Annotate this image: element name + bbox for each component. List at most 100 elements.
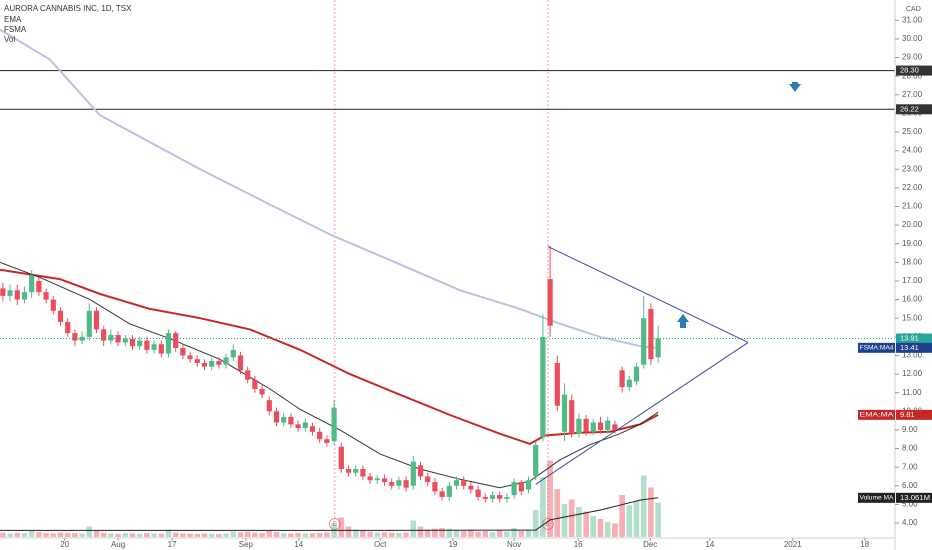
volume-bar <box>547 460 553 537</box>
candle-body <box>36 280 42 293</box>
volume-bar <box>655 502 661 537</box>
candle-body <box>381 478 388 483</box>
candle-body <box>137 340 143 347</box>
x-tick-label: Nov <box>507 540 521 549</box>
indicator-name: FSMA <box>4 25 27 34</box>
candle-body <box>245 370 251 380</box>
series-value: 13.41 <box>900 343 919 352</box>
volume-bar <box>432 528 438 537</box>
candle-body <box>266 400 272 412</box>
price-label-box <box>896 65 932 76</box>
price-label: 26.22 <box>900 104 919 113</box>
candle-body <box>389 482 395 486</box>
candle-body <box>403 480 409 488</box>
candle-body <box>43 292 49 300</box>
volume-bar <box>324 532 330 537</box>
candle-body <box>29 275 35 293</box>
candle-body <box>165 333 172 354</box>
series-name: EMA:MA <box>860 412 894 418</box>
candle-body <box>583 418 589 432</box>
volume-bar <box>468 529 474 537</box>
candle-body <box>345 469 352 473</box>
volume-bar <box>410 520 417 537</box>
price-label-box <box>896 104 932 115</box>
candle-body <box>108 334 114 341</box>
candle-body <box>511 482 517 496</box>
candle-body <box>410 461 416 486</box>
volume-bar <box>576 507 582 537</box>
y-tick-label: 7.00 <box>902 462 918 471</box>
volume-bar <box>57 532 64 537</box>
y-tick-label: 12.00 <box>902 369 923 378</box>
moving-average-line <box>0 268 659 445</box>
candle-body <box>331 407 337 442</box>
x-tick-label: 18 <box>860 540 869 549</box>
series-value: 9.81 <box>900 410 915 419</box>
volume-bar <box>79 533 85 537</box>
volume-bar <box>252 532 258 537</box>
volume-bar <box>93 531 100 537</box>
candle-body <box>129 338 136 347</box>
volume-bar <box>28 531 35 537</box>
volume-bar <box>165 529 172 537</box>
candle-body <box>633 366 640 382</box>
volume-bar <box>180 533 186 537</box>
series-name-box <box>858 409 895 420</box>
candle-body <box>173 333 179 349</box>
y-tick-label: 5.00 <box>902 500 918 509</box>
y-tick-label: 31.00 <box>902 15 923 24</box>
candle-body <box>641 318 647 365</box>
trend-line <box>547 246 749 343</box>
y-tick-label: 23.00 <box>902 164 923 173</box>
volume-bar <box>532 510 539 537</box>
y-tick-label: 22.00 <box>902 183 923 192</box>
volume-bar <box>144 533 150 537</box>
x-tick-label: 14 <box>705 540 714 549</box>
y-tick-label: 17.00 <box>902 276 923 285</box>
volume-bar <box>511 528 517 537</box>
y-tick-label: 4.00 <box>902 518 918 527</box>
volume-bar <box>115 533 121 537</box>
series-name: FSMA:MA4 <box>860 345 895 351</box>
candle-body <box>367 476 373 481</box>
candle-body <box>525 480 532 490</box>
volume-bar <box>136 533 143 537</box>
volume-bar <box>43 533 49 537</box>
trend-line <box>535 342 749 485</box>
candle-body <box>425 476 431 483</box>
x-tick-label: Dec <box>643 540 657 549</box>
volume-bar <box>352 529 359 537</box>
candle-body <box>540 336 546 438</box>
volume-bar <box>36 532 42 537</box>
candle-body <box>65 321 71 334</box>
candle-body <box>374 478 380 481</box>
candle-body <box>295 424 301 429</box>
candle-body <box>453 480 460 486</box>
volume-bar <box>295 532 301 537</box>
volume-bar <box>403 532 409 537</box>
volume-bar <box>460 531 467 537</box>
candle-body <box>252 379 258 389</box>
candle-body <box>439 491 445 497</box>
volume-bar <box>626 505 633 537</box>
candle-body <box>144 340 150 350</box>
volume-bar <box>367 531 373 537</box>
candle-body <box>497 495 503 499</box>
volume-bar <box>201 533 208 537</box>
volume-bar <box>446 528 453 537</box>
candle-body <box>72 333 78 341</box>
volume-bar <box>612 523 618 537</box>
volume-bar <box>525 529 532 537</box>
volume-bar <box>453 530 460 537</box>
volume-bar <box>280 533 287 537</box>
candle-body <box>576 418 582 434</box>
event-label: E <box>333 521 338 528</box>
volume-bar <box>619 495 625 537</box>
x-tick-label: Sep <box>239 540 254 549</box>
event-marker <box>328 518 341 530</box>
candle-body <box>338 446 344 470</box>
volume-bar <box>266 531 273 537</box>
series-value: 13.061M <box>900 493 930 502</box>
